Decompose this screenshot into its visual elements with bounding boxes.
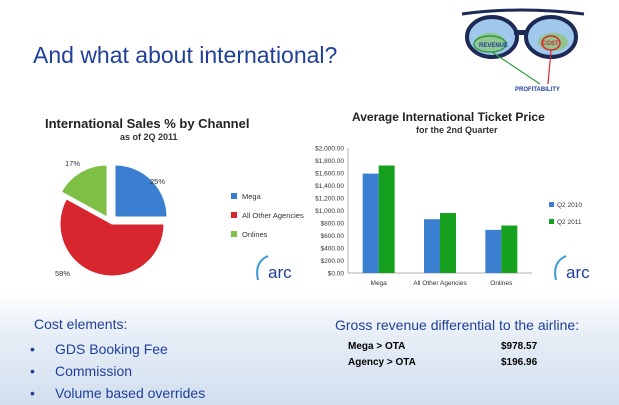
- bar: [440, 213, 456, 273]
- bar: [424, 219, 440, 273]
- legend-swatch: [549, 202, 554, 207]
- x-tick-label: All Other Agencies: [413, 280, 467, 287]
- pie-slice: [114, 164, 168, 218]
- arc-logo-text: arc: [566, 263, 590, 282]
- y-tick-label: $1,600.00: [315, 171, 344, 178]
- bar-chart-subtitle: for the 2nd Quarter: [416, 125, 498, 135]
- revenue-row: Mega > OTA $978.57: [348, 341, 537, 352]
- pie-slice-label: 25%: [150, 177, 165, 186]
- legend-label: Q2 2010: [557, 202, 582, 209]
- arc-logo: arc: [256, 255, 292, 282]
- y-tick-label: $0.00: [328, 271, 345, 278]
- bar-chart-title: Average International Ticket Price: [352, 110, 545, 124]
- bullet-icon: •: [30, 341, 35, 357]
- pie-slice: [60, 164, 108, 218]
- bar: [485, 229, 502, 273]
- bar: [378, 165, 395, 273]
- x-tick-label: Onlines: [490, 280, 513, 287]
- legend-swatch: [231, 231, 237, 237]
- pie-chart-title: International Sales % by Channel: [45, 116, 250, 131]
- revenue-row-label: Mega > OTA: [348, 341, 406, 352]
- pie-slice-label: 17%: [65, 159, 80, 168]
- arc-swoosh: [256, 255, 269, 281]
- cost-label: COST: [542, 41, 559, 47]
- profitability-label: PROFITABILITY: [515, 87, 560, 93]
- revenue-differential-heading: Gross revenue differential to the airlin…: [335, 317, 580, 333]
- y-tick-label: $1,800.00: [315, 158, 344, 165]
- pie-slice-label: 58%: [55, 269, 70, 278]
- y-tick-label: $400.00: [321, 246, 345, 253]
- list-item: • Commission: [30, 360, 205, 382]
- arc-logo: arc: [554, 255, 590, 282]
- revenue-row-label: Agency > OTA: [348, 357, 416, 368]
- pie-chart: 25% 58% 17% Mega All Other Agencies Onlines ar…: [55, 159, 304, 282]
- slide-title: And what about international?: [33, 42, 338, 68]
- y-tick-label: $1,000.00: [315, 208, 344, 215]
- revenue-row: Agency > OTA $196.96: [348, 357, 537, 368]
- arc-logo-text: arc: [268, 263, 292, 282]
- y-tick-label: $1,400.00: [315, 183, 344, 190]
- bullet-icon: •: [30, 363, 35, 379]
- cost-elements-list: • GDS Booking Fee • Commission • Volume bas…: [30, 338, 205, 404]
- pie-chart-subtitle: as of 2Q 2011: [120, 132, 178, 142]
- bottom-background: [0, 292, 619, 405]
- legend-label: All Other Agencies: [242, 211, 304, 220]
- y-tick-label: $800.00: [321, 221, 345, 228]
- y-tick-label: $1,200.00: [315, 196, 344, 203]
- bullet-icon: •: [30, 385, 35, 401]
- x-tick-label: Mega: [371, 280, 388, 287]
- cost-elements-heading: Cost elements:: [34, 316, 128, 332]
- bar: [501, 225, 518, 273]
- y-tick-label: $2,000.00: [315, 146, 344, 153]
- legend-label: Q2 2011: [557, 219, 582, 226]
- legend-swatch: [231, 193, 237, 199]
- pie-slice: [59, 198, 165, 277]
- legend-swatch: [549, 219, 554, 224]
- arc-swoosh: [554, 255, 567, 281]
- y-tick-label: $200.00: [321, 258, 345, 265]
- revenue-label: REVENUE: [479, 43, 508, 49]
- legend-label: Mega: [242, 192, 262, 201]
- bar: [362, 173, 379, 273]
- revenue-row-value: $978.57: [501, 341, 538, 352]
- legend-swatch: [231, 212, 237, 218]
- y-tick-label: $600.00: [321, 233, 345, 240]
- legend-label: Onlines: [242, 230, 268, 239]
- revenue-row-value: $196.96: [501, 357, 538, 368]
- list-item: • GDS Booking Fee: [30, 338, 205, 360]
- bar-chart: $0.00 $200.00 $400.00 $600.00 $800.00 $1,000.…: [315, 146, 590, 288]
- list-item: • Volume based overrides: [30, 382, 205, 404]
